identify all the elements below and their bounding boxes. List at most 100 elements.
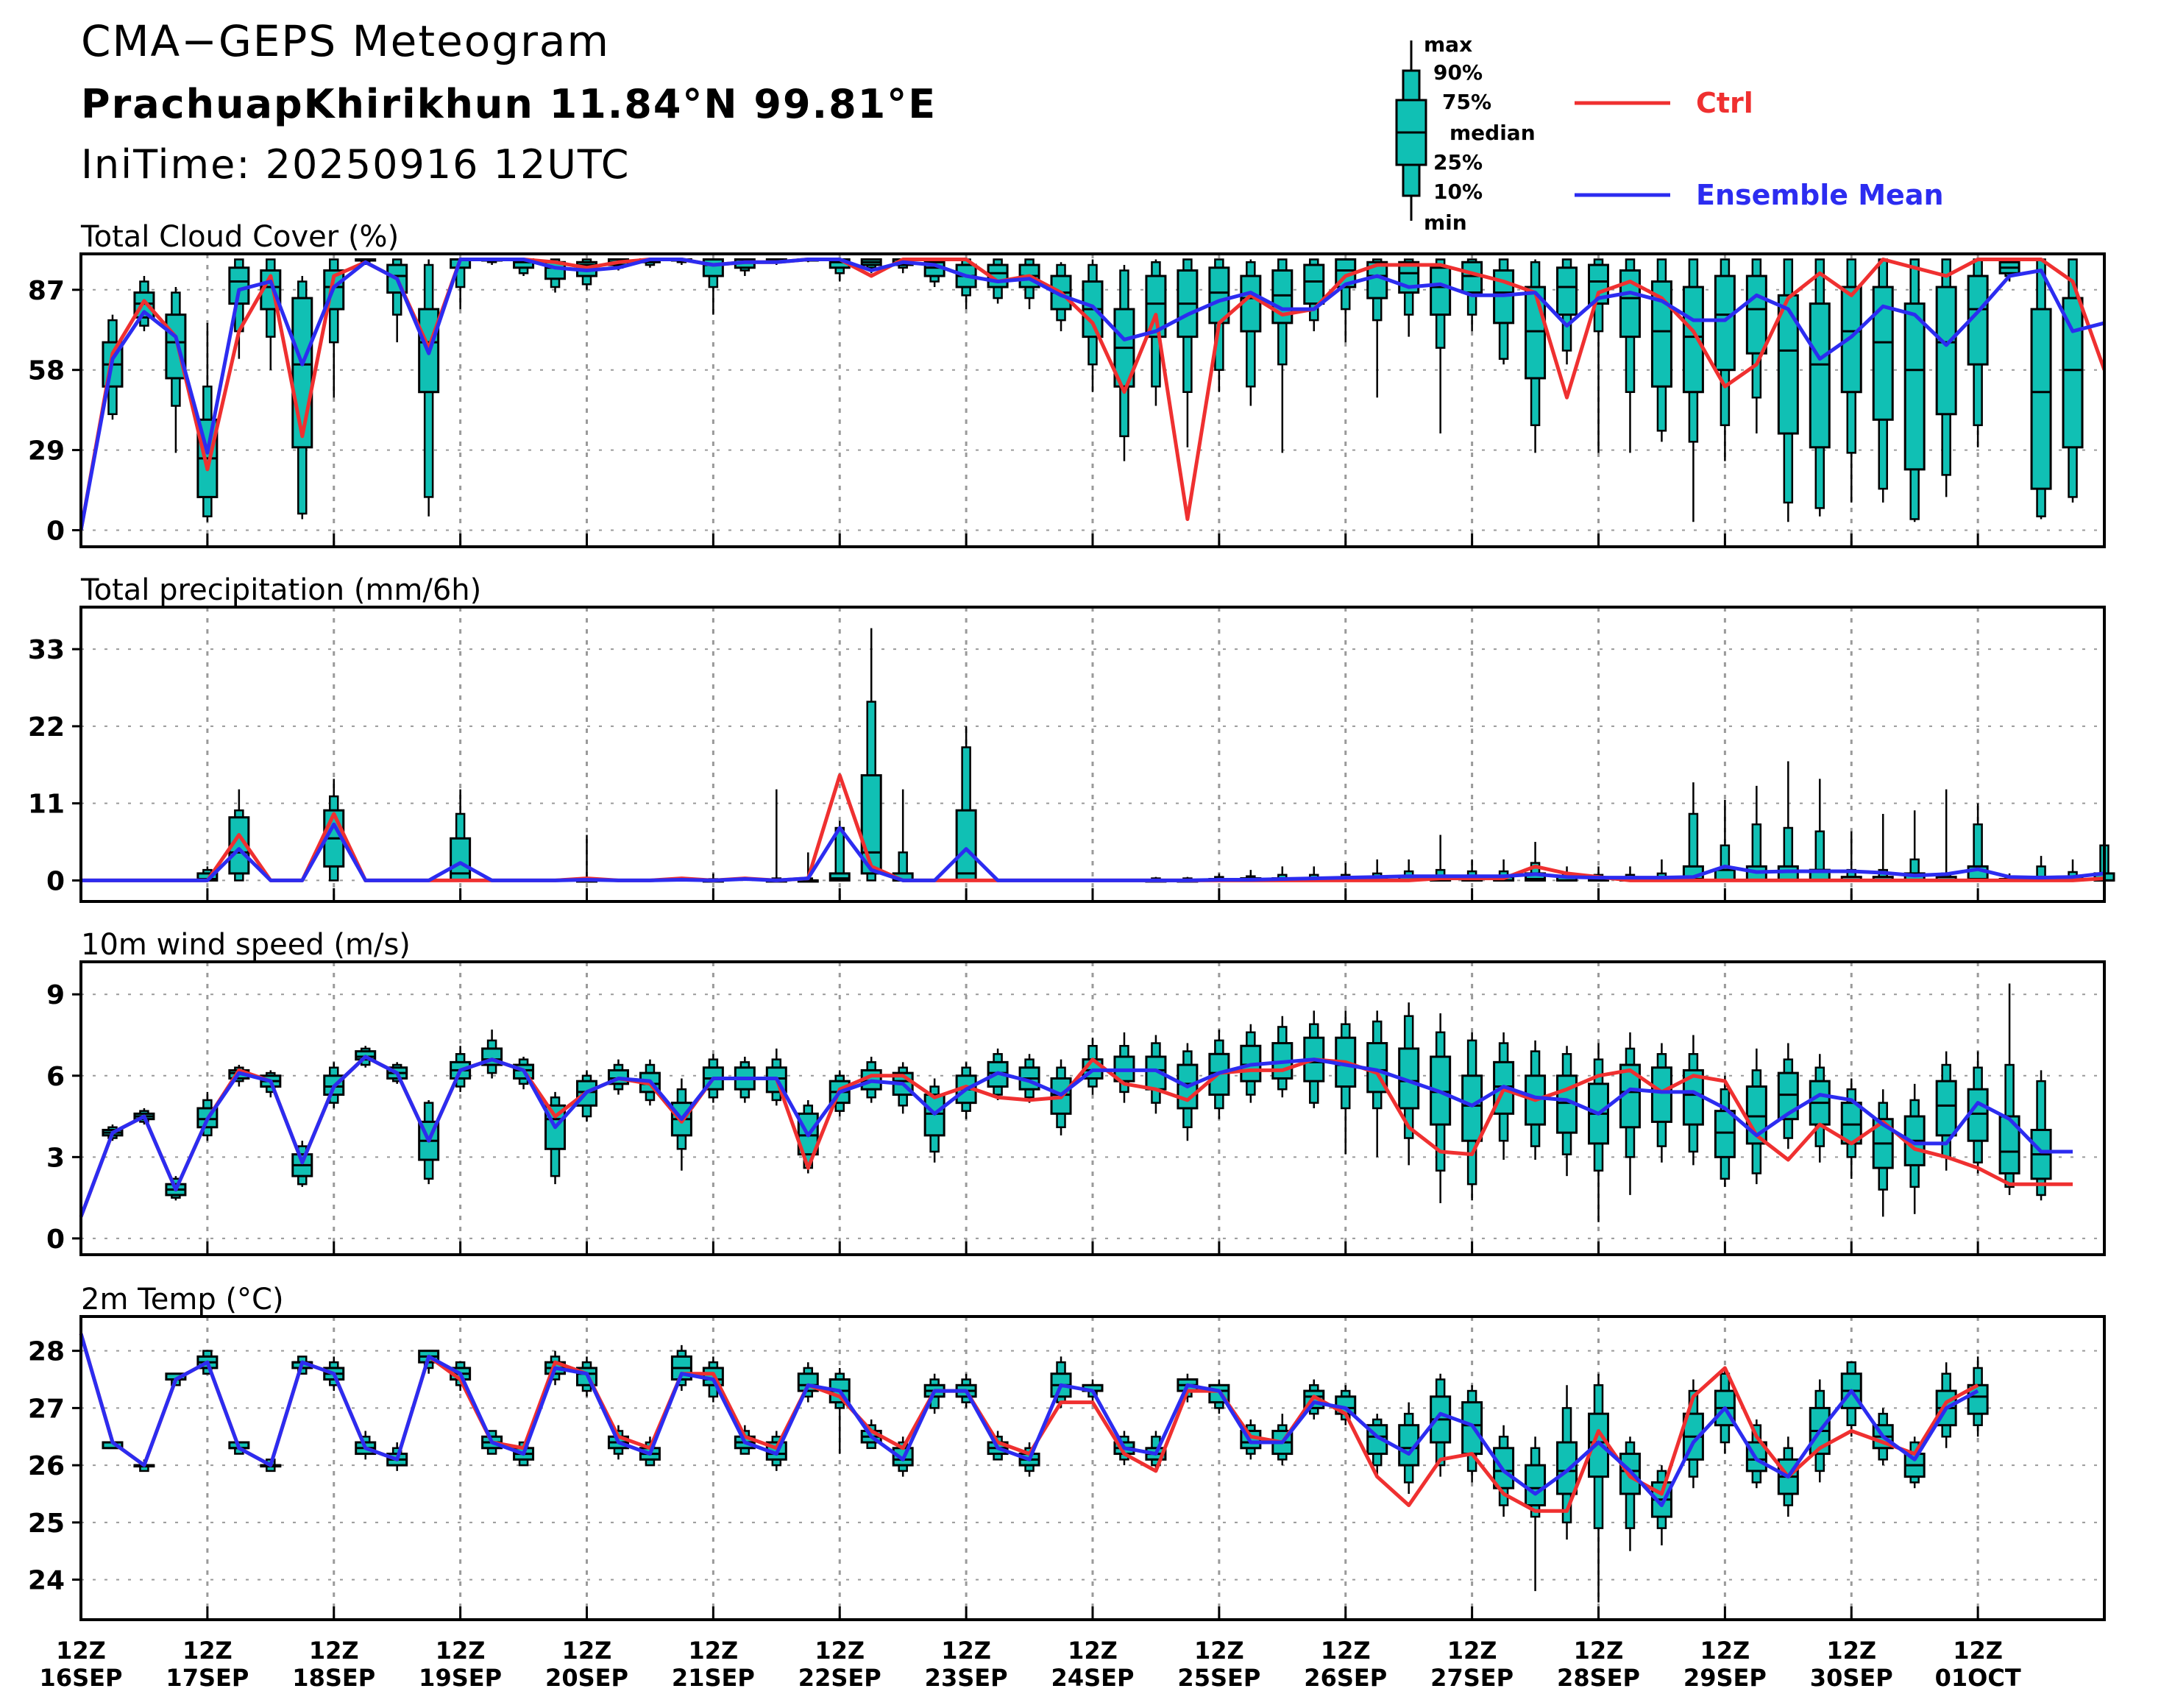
x-tick-label-hour: 12Z xyxy=(1447,1637,1497,1665)
box-25-75 xyxy=(860,774,882,875)
box-25-75 xyxy=(1050,1077,1072,1115)
x-tick-label-hour: 12Z xyxy=(309,1637,359,1665)
box-25-75 xyxy=(1240,274,1262,333)
box-25-75 xyxy=(1967,1088,1989,1142)
box-plot xyxy=(702,258,724,315)
box-25-75 xyxy=(1650,1066,1672,1123)
box-plot xyxy=(481,1030,503,1079)
box-plot xyxy=(1240,259,1262,406)
y-tick-label: 29 xyxy=(28,436,65,467)
x-tick-label-hour: 12Z xyxy=(1700,1637,1750,1665)
y-tick-label: 87 xyxy=(28,276,65,306)
box-25-75 xyxy=(2030,308,2052,490)
box-plot xyxy=(1619,1032,1641,1195)
y-tick-label: 33 xyxy=(28,635,65,665)
ensemble-mean-line xyxy=(79,1333,1979,1507)
box-25-75 xyxy=(1840,286,1862,394)
box-plot xyxy=(1430,834,1452,882)
x-tick-label-hour: 12Z xyxy=(1953,1637,2003,1665)
box-25-75 xyxy=(1430,266,1452,316)
legend-series-label: Ensemble Mean xyxy=(1696,179,1944,211)
box-plot xyxy=(576,258,597,290)
box-plot xyxy=(1935,1051,1957,1171)
x-tick-label-hour: 12Z xyxy=(56,1637,106,1665)
y-tick-label: 6 xyxy=(46,1062,65,1092)
box-25-75 xyxy=(1998,1115,2020,1174)
x-tick-label-date: 16SEP xyxy=(40,1664,123,1692)
box-plot xyxy=(1650,258,1672,442)
x-tick-label-date: 30SEP xyxy=(1810,1664,1893,1692)
y-tick-label: 0 xyxy=(46,516,65,546)
box-plot xyxy=(670,1078,692,1171)
box-plot xyxy=(1525,259,1547,453)
panel-title: Total precipitation (mm/6h) xyxy=(80,573,481,607)
legend-box-label: 90% xyxy=(1433,60,1483,85)
x-tick-label-date: 26SEP xyxy=(1304,1664,1387,1692)
panel-title: 10m wind speed (m/s) xyxy=(81,928,411,962)
box-plot xyxy=(955,258,977,310)
box-plot xyxy=(1588,1373,1609,1603)
y-tick-label: 26 xyxy=(28,1451,65,1481)
box-plot xyxy=(1903,810,1926,882)
x-tick-label-date: 18SEP xyxy=(292,1664,375,1692)
x-tick-label-date: 23SEP xyxy=(925,1664,1008,1692)
x-tick-label-date: 22SEP xyxy=(798,1664,881,1692)
box-plot xyxy=(1525,1436,1547,1592)
box-plot xyxy=(1493,258,1515,365)
y-tick-label: 27 xyxy=(28,1394,65,1424)
y-tick-label: 22 xyxy=(28,712,65,743)
box-plot xyxy=(1177,258,1199,447)
box-25-75 xyxy=(1461,261,1483,294)
x-tick-label-date: 24SEP xyxy=(1051,1664,1135,1692)
box-plot xyxy=(1714,258,1736,461)
box-25-75 xyxy=(1682,1069,1704,1126)
box-plot xyxy=(1777,258,1799,522)
box-plot xyxy=(1777,761,1799,882)
box-plot xyxy=(892,789,914,882)
ensemble-mean-line xyxy=(79,258,2105,531)
box-plot xyxy=(1998,258,2020,282)
box-plot xyxy=(1113,265,1135,461)
init-time: IniTime: 20250916 12UTC xyxy=(81,141,631,188)
box-25-75 xyxy=(1303,263,1325,305)
y-tick-label: 58 xyxy=(28,356,65,386)
x-tick-label-date: 21SEP xyxy=(672,1664,755,1692)
box-plot xyxy=(1967,258,1989,447)
x-tick-label-date: 19SEP xyxy=(419,1664,502,1692)
box-plot xyxy=(576,834,597,883)
legend-box-label: max xyxy=(1424,32,1472,57)
box-plot xyxy=(1682,258,1704,522)
box-plot xyxy=(1682,782,1704,882)
x-tick-label-hour: 12Z xyxy=(1321,1637,1371,1665)
x-tick-label-hour: 12Z xyxy=(182,1637,233,1665)
y-tick-label: 9 xyxy=(46,980,65,1010)
legend-box-label: min xyxy=(1424,210,1467,235)
y-tick-label: 11 xyxy=(28,790,65,820)
box-plot xyxy=(670,1344,692,1392)
box-25-75 xyxy=(923,1094,945,1137)
box-plot xyxy=(1398,258,1420,337)
x-tick-label-date: 25SEP xyxy=(1177,1664,1260,1692)
box-25-75 xyxy=(828,872,851,882)
box-25-75 xyxy=(1525,1464,1547,1507)
box-plot xyxy=(1493,1032,1515,1160)
x-tick-label-date: 29SEP xyxy=(1683,1664,1767,1692)
box-25-75 xyxy=(1525,286,1547,380)
location-subtitle: PrachuapKhirikhun 11.84°N 99.81°E xyxy=(81,81,937,127)
x-tick-label-hour: 12Z xyxy=(436,1637,486,1665)
x-tick-label-date: 27SEP xyxy=(1430,1664,1514,1692)
box-plot xyxy=(291,276,313,520)
box-plot xyxy=(1650,1043,1672,1163)
panel-2: Total precipitation (mm/6h) 0 11 22 33 xyxy=(28,573,2115,903)
box-25-75 xyxy=(1461,1074,1483,1142)
box-25-75 xyxy=(1177,1063,1199,1110)
panel-1: Total Cloud Cover (%) 0 29 58 87 xyxy=(28,220,2107,548)
box-plot xyxy=(1745,1419,1767,1489)
box-plot xyxy=(1840,1078,1862,1179)
ensemble-mean-line xyxy=(81,822,2105,882)
box-plot xyxy=(1714,1075,1736,1187)
y-tick-label: 25 xyxy=(28,1509,65,1539)
box-plot xyxy=(2030,1070,2052,1201)
box-plot xyxy=(765,789,787,883)
